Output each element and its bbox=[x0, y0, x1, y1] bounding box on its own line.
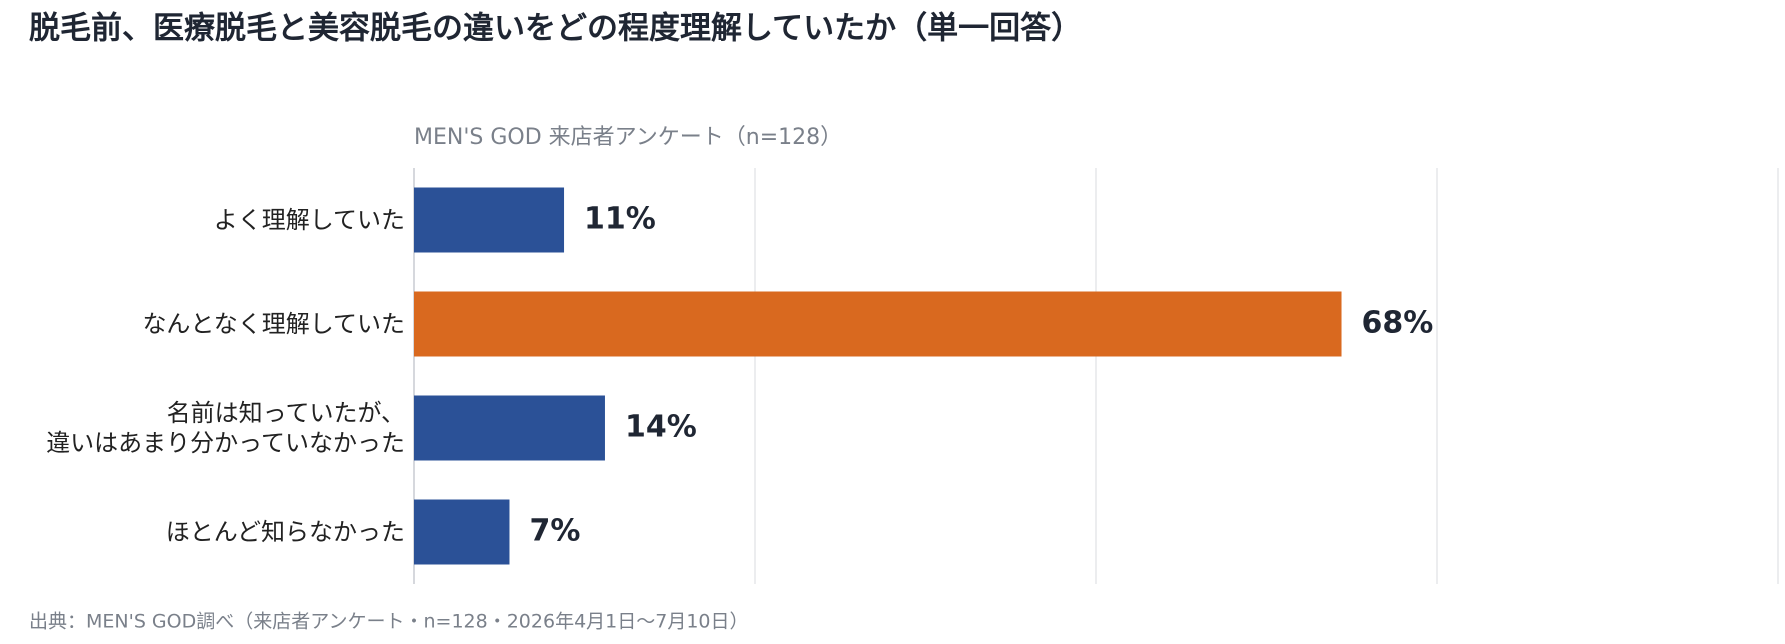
bar bbox=[414, 395, 605, 461]
value-label: 14% bbox=[625, 410, 697, 445]
value-label: 11% bbox=[584, 202, 656, 237]
value-label: 7% bbox=[529, 514, 580, 549]
value-label: 68% bbox=[1362, 306, 1434, 341]
category-label: ほとんど知らなかった bbox=[165, 518, 405, 546]
category-label: 名前は知っていたが、 違いはあまり分かっていなかった bbox=[46, 399, 405, 457]
chart-title: 脱毛前、医療脱毛と美容脱毛の違いをどの程度理解していたか（単一回答） bbox=[29, 11, 1082, 47]
bar bbox=[414, 291, 1342, 357]
bar bbox=[414, 187, 565, 253]
bar bbox=[414, 499, 510, 565]
category-label: よく理解していた bbox=[213, 206, 405, 234]
source-note: 出典：MEN'S GOD調べ（来店者アンケート・n=128・2026年4月1日〜… bbox=[29, 611, 749, 633]
category-label: なんとなく理解していた bbox=[142, 310, 405, 338]
chart-subtitle: MEN'S GOD 来店者アンケート（n=128） bbox=[414, 125, 842, 150]
